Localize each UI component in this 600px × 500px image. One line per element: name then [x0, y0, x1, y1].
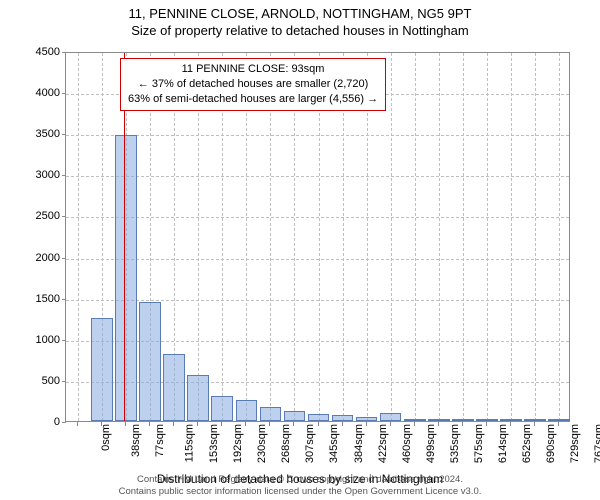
y-tick-label: 1500 [20, 293, 60, 305]
histogram-bar [404, 419, 426, 421]
x-tick-label: 460sqm [401, 424, 413, 463]
annotation-line: ← 37% of detached houses are smaller (2,… [128, 77, 378, 92]
histogram-bar [380, 413, 402, 421]
gridline-v [487, 53, 488, 421]
x-tick-mark [293, 422, 294, 426]
x-tick-mark [245, 422, 246, 426]
histogram-bar [284, 411, 306, 421]
histogram-bar [332, 415, 354, 421]
gridline-v [78, 53, 79, 421]
y-tick-label: 2500 [20, 210, 60, 222]
y-tick-label: 1000 [20, 334, 60, 346]
histogram-bar [91, 318, 113, 421]
histogram-bar [187, 375, 209, 421]
histogram-bar [548, 419, 570, 421]
histogram-bar [236, 400, 258, 421]
histogram-bar [139, 302, 161, 421]
histogram-bar [524, 419, 546, 421]
gridline-v [391, 53, 392, 421]
gridline-v [439, 53, 440, 421]
footer-line: Contains public sector information licen… [0, 486, 600, 498]
x-tick-label: 230sqm [256, 424, 268, 463]
x-tick-mark [173, 422, 174, 426]
x-tick-mark [149, 422, 150, 426]
annotation-box: 11 PENNINE CLOSE: 93sqm ← 37% of detache… [120, 58, 386, 111]
histogram-bar [115, 135, 137, 421]
x-tick-label: 192sqm [232, 424, 244, 463]
x-tick-mark [534, 422, 535, 426]
x-tick-label: 345sqm [329, 424, 341, 463]
histogram-bar [500, 419, 522, 421]
y-tick-label: 3500 [20, 128, 60, 140]
gridline-h [66, 259, 569, 260]
x-tick-mark [366, 422, 367, 426]
x-tick-label: 729sqm [569, 424, 581, 463]
gridline-h [66, 135, 569, 136]
histogram-bar [260, 407, 282, 421]
histogram-bar [163, 354, 185, 421]
x-tick-label: 499sqm [425, 424, 437, 463]
x-tick-label: 575sqm [473, 424, 485, 463]
gridline-h [66, 217, 569, 218]
x-tick-mark [414, 422, 415, 426]
gridline-h [66, 300, 569, 301]
x-tick-label: 268sqm [280, 424, 292, 463]
y-tick-label: 2000 [20, 252, 60, 264]
x-tick-mark [318, 422, 319, 426]
footer: Contains HM Land Registry data © Crown c… [0, 474, 600, 498]
gridline-v [463, 53, 464, 421]
annotation-line: 11 PENNINE CLOSE: 93sqm [128, 62, 378, 77]
x-tick-mark [462, 422, 463, 426]
x-tick-label: 614sqm [497, 424, 509, 463]
x-tick-mark [438, 422, 439, 426]
x-tick-label: 115sqm [183, 424, 195, 462]
page-title: 11, PENNINE CLOSE, ARNOLD, NOTTINGHAM, N… [0, 6, 600, 21]
histogram-bar [452, 419, 474, 421]
x-tick-label: 384sqm [353, 424, 365, 463]
x-tick-mark [77, 422, 78, 426]
y-tick-label: 4500 [20, 46, 60, 58]
footer-line: Contains HM Land Registry data © Crown c… [0, 474, 600, 486]
histogram-bar [428, 419, 450, 421]
x-tick-mark [342, 422, 343, 426]
x-tick-mark [269, 422, 270, 426]
x-tick-label: 535sqm [449, 424, 461, 463]
y-tick-label: 500 [20, 375, 60, 387]
x-tick-mark [510, 422, 511, 426]
x-tick-mark [125, 422, 126, 426]
x-tick-label: 0sqm [100, 424, 112, 451]
histogram-bar [476, 419, 498, 421]
y-tick-label: 4000 [20, 87, 60, 99]
page-subtitle: Size of property relative to detached ho… [0, 23, 600, 38]
x-tick-label: 307sqm [305, 424, 317, 463]
x-tick-mark [558, 422, 559, 426]
x-tick-label: 422sqm [377, 424, 389, 463]
histogram-bar [308, 414, 330, 421]
x-tick-mark [221, 422, 222, 426]
y-tick-label: 3000 [20, 169, 60, 181]
histogram-bar [356, 417, 378, 421]
gridline-v [559, 53, 560, 421]
annotation-line: 63% of semi-detached houses are larger (… [128, 92, 378, 107]
x-tick-mark [486, 422, 487, 426]
histogram-bar [211, 396, 233, 421]
y-tick-label: 0 [20, 416, 60, 428]
x-tick-label: 153sqm [208, 424, 220, 463]
x-tick-label: 38sqm [130, 424, 142, 457]
x-tick-mark [197, 422, 198, 426]
x-tick-mark [390, 422, 391, 426]
x-tick-label: 652sqm [521, 424, 533, 463]
gridline-v [511, 53, 512, 421]
header: 11, PENNINE CLOSE, ARNOLD, NOTTINGHAM, N… [0, 0, 600, 38]
gridline-v [535, 53, 536, 421]
gridline-v [415, 53, 416, 421]
x-tick-mark [101, 422, 102, 426]
x-tick-label: 767sqm [593, 424, 600, 463]
gridline-h [66, 176, 569, 177]
x-tick-label: 77sqm [154, 424, 166, 457]
x-tick-label: 690sqm [545, 424, 557, 463]
